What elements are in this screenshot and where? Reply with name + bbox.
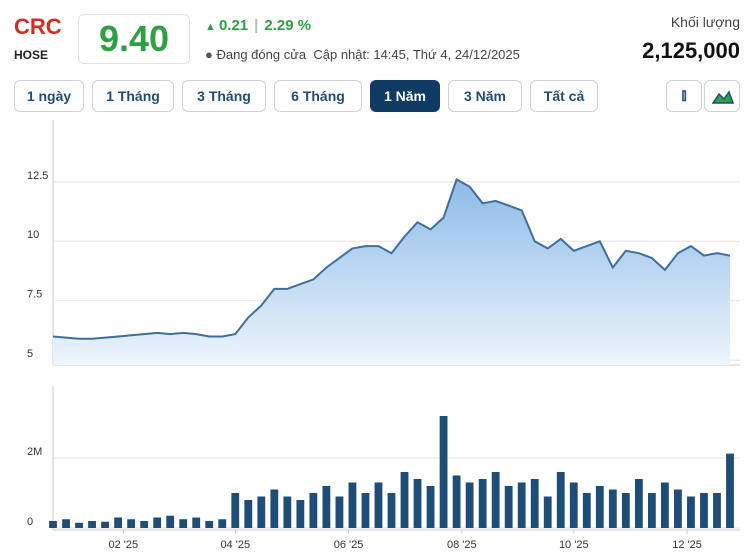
volume-bar (713, 493, 721, 528)
volume-bar (179, 519, 188, 528)
volume-bar (192, 517, 201, 528)
volume-bar (595, 486, 604, 528)
change: 0.21 (218, 17, 249, 34)
x-tick-label: 02 '25 (108, 539, 138, 551)
volume-bar (270, 489, 279, 528)
range-button[interactable]: 3 Tháng (182, 80, 266, 112)
volume-bar (543, 496, 552, 528)
volume-bar (608, 489, 617, 528)
volume-bar (426, 486, 435, 528)
volume-bar (582, 493, 591, 528)
price: 9.40 (78, 14, 190, 64)
volume-label: Khối lượng (670, 14, 740, 30)
volume-bar (257, 496, 266, 528)
volume-bar (218, 519, 227, 528)
x-tick-label: 12 '25 (672, 539, 702, 551)
volume-bar (387, 493, 396, 528)
volume-bar (75, 522, 83, 528)
x-tick-label: 08 '25 (447, 539, 477, 551)
volume-bar (88, 521, 96, 528)
volume-bar (348, 482, 357, 528)
volume-bar (400, 472, 409, 528)
volume-bar (621, 493, 630, 528)
y-tick-label: 5 (27, 348, 33, 360)
status: Đang đóng cửa (216, 47, 307, 62)
volume-bar (660, 482, 669, 528)
y-tick-label: 0 (27, 516, 33, 528)
volume-bar (674, 489, 682, 528)
area (53, 179, 730, 365)
volume-bar (478, 479, 487, 528)
volume-bar (726, 453, 734, 528)
volume-bar (647, 493, 656, 528)
volume-bar (205, 521, 214, 528)
volume-bar (114, 517, 123, 528)
volume-bar (465, 482, 474, 528)
volume-bar (322, 486, 331, 528)
volume-bar (452, 475, 461, 528)
y-tick-label: 7.5 (27, 289, 42, 301)
price-line (52, 178, 731, 340)
range-button[interactable]: 6 Tháng (274, 80, 362, 112)
symbol: CRC (14, 14, 62, 39)
volume-bar (166, 515, 175, 528)
volume-bar (700, 493, 708, 528)
volume-bar (504, 486, 513, 528)
volume-bar (231, 493, 240, 528)
volume-bar (569, 482, 578, 528)
x-tick-label: 10 '25 (559, 539, 589, 551)
range-button[interactable]: 1 Năm (370, 80, 440, 112)
volume-bar (296, 500, 305, 528)
range-button[interactable]: Tất cả (530, 80, 598, 112)
volume-bar (62, 519, 70, 528)
y-tick-label: 10 (27, 229, 39, 241)
volume-bar (101, 521, 109, 528)
volume-bar (439, 416, 448, 528)
change-row: ▲ 0.21 | 2.29 % (205, 17, 312, 34)
area-toggle[interactable] (704, 80, 740, 112)
volume-bar (517, 482, 526, 528)
volume-bar (374, 482, 383, 528)
volume-total: 2,125,000 (642, 38, 740, 63)
x-tick-label: 06 '25 (334, 539, 364, 551)
range-button[interactable]: 1 Tháng (92, 80, 174, 112)
change-pct: 2.29 % (264, 17, 312, 34)
volume-bar (530, 479, 539, 528)
y-tick-label: 12.5 (27, 170, 48, 182)
range-button[interactable]: 3 Năm (448, 80, 522, 112)
volume-bar (49, 521, 57, 528)
volume-bar (491, 472, 500, 528)
candle-toggle[interactable]: ⫾ (666, 80, 702, 112)
volume-bar (556, 472, 565, 528)
volume-bar (283, 496, 292, 528)
range-button[interactable]: 1 ngày (14, 80, 84, 112)
volume-bar (244, 500, 253, 528)
x-tick-label: 04 '25 (220, 539, 250, 551)
volume-bar (309, 493, 318, 528)
status-row: ● Đang đóng cửa Cập nhật: 14:45, Thứ 4, … (205, 47, 520, 62)
volume-bar (335, 496, 344, 528)
volume-bar (413, 479, 422, 528)
volume-bar (127, 519, 136, 528)
volume-bar (140, 521, 149, 528)
volume-bar (687, 496, 695, 528)
y-tick-label: 2M (27, 446, 42, 458)
updated: Cập nhật: 14:45, Thứ 4, 24/12/2025 (313, 47, 520, 62)
exchange: HOSE (14, 48, 49, 62)
area-icon (711, 90, 735, 104)
volume-bar (153, 517, 162, 528)
volume-bar (634, 479, 643, 528)
volume-bar (361, 493, 370, 528)
